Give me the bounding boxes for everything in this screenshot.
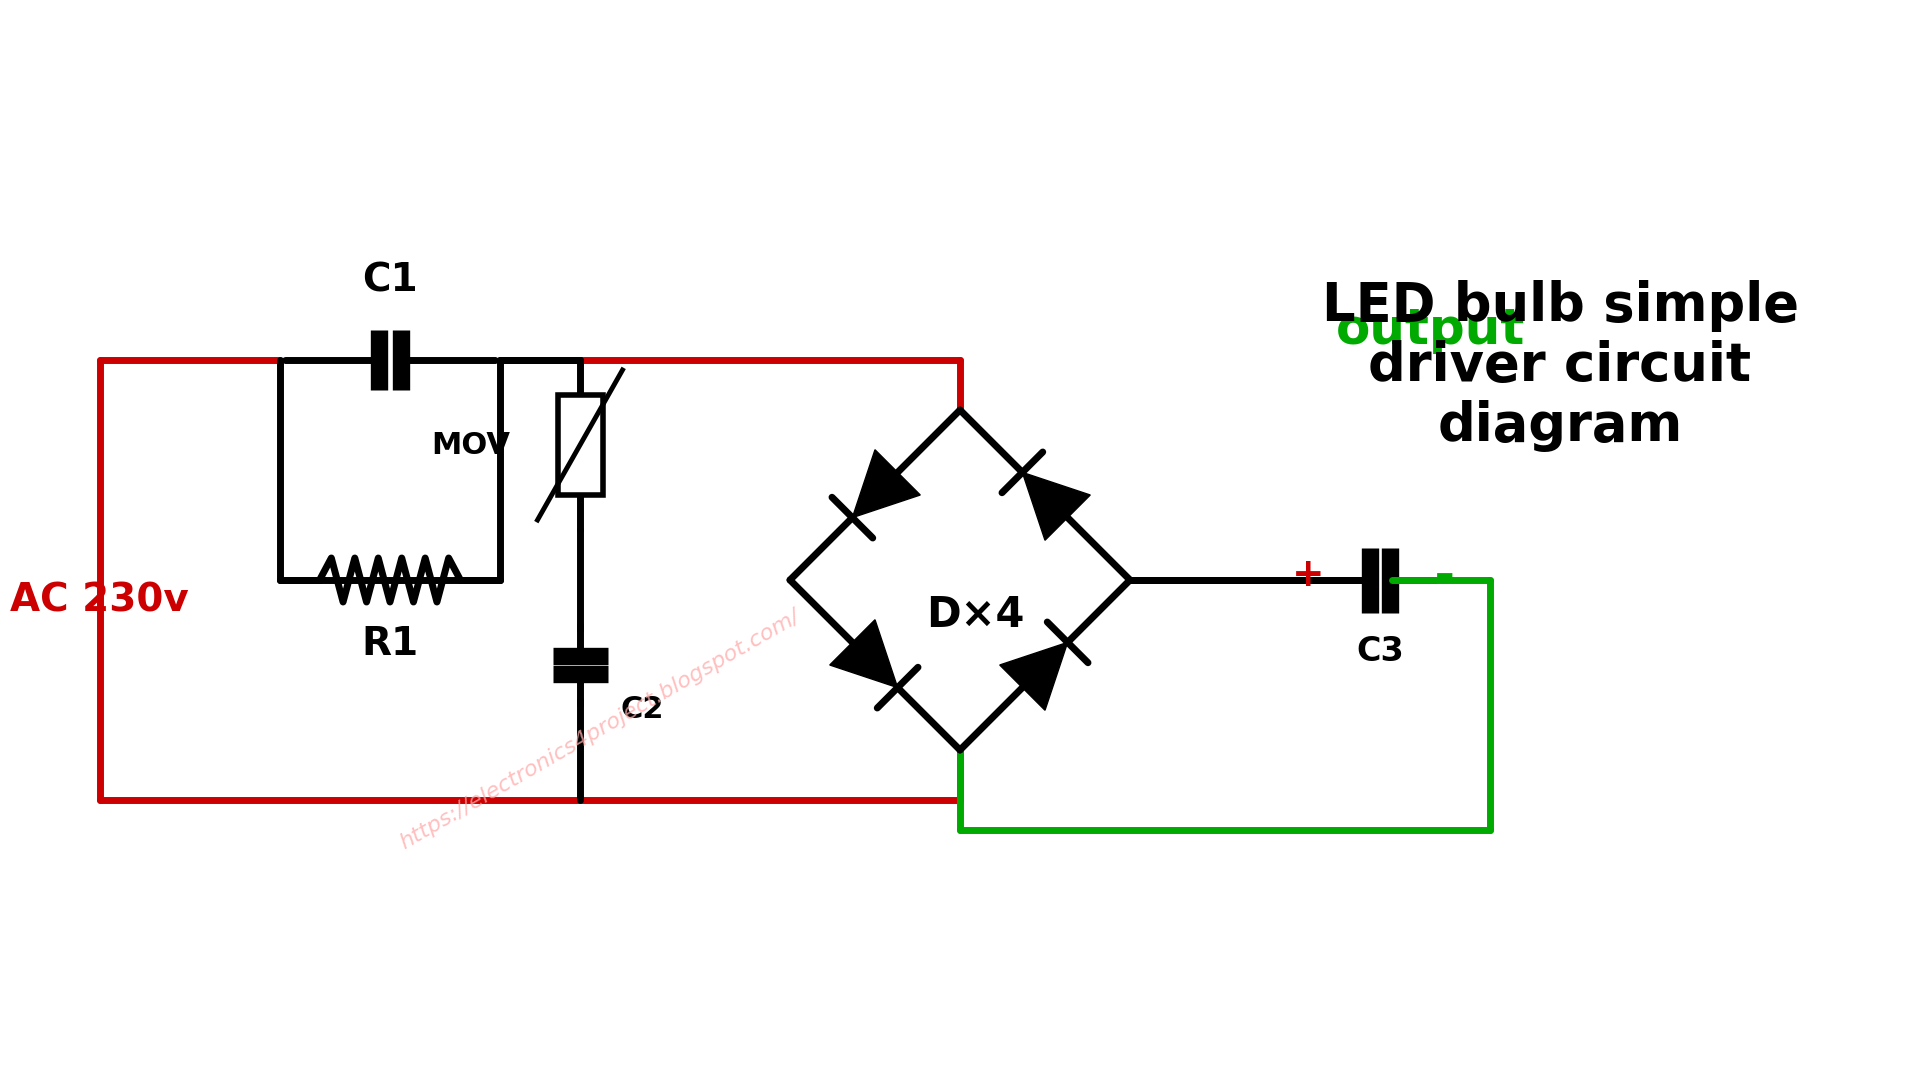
Bar — [557, 395, 603, 495]
Text: MOV: MOV — [430, 431, 511, 459]
Text: D×4: D×4 — [925, 594, 1023, 636]
Text: LED bulb simple
driver circuit
diagram: LED bulb simple driver circuit diagram — [1321, 280, 1799, 453]
Polygon shape — [1021, 472, 1091, 540]
Text: +: + — [1292, 556, 1325, 594]
Text: –: – — [1434, 556, 1455, 594]
Text: C2: C2 — [620, 696, 664, 724]
Text: C1: C1 — [363, 262, 419, 300]
Text: https://electronics4project.blogspot.com/: https://electronics4project.blogspot.com… — [396, 607, 804, 853]
Polygon shape — [852, 449, 920, 517]
Text: output: output — [1336, 306, 1524, 354]
Polygon shape — [829, 620, 899, 688]
Text: R1: R1 — [361, 625, 419, 663]
Polygon shape — [1000, 643, 1068, 711]
Text: AC 230v: AC 230v — [10, 581, 188, 619]
Text: C3: C3 — [1356, 635, 1404, 669]
